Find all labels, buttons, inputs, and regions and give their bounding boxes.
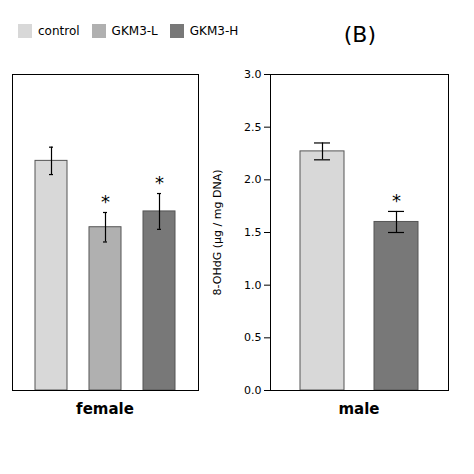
svg-text:3.0: 3.0 <box>244 68 262 81</box>
html-text:female: female <box>76 400 134 418</box>
svg-text:0.0: 0.0 <box>244 384 262 397</box>
svg-text:2.5: 2.5 <box>244 121 262 134</box>
html-text:(B): (B) <box>343 21 376 47</box>
html-text:GKM3-L: GKM3-L <box>111 24 158 38</box>
svg-text:*: * <box>155 172 164 193</box>
svg-text:1.5: 1.5 <box>244 226 262 239</box>
svg-text:1.0: 1.0 <box>244 279 262 292</box>
svg-text:*: * <box>101 191 110 212</box>
svg-text:*: * <box>392 190 401 211</box>
svg-text:0.5: 0.5 <box>244 331 262 344</box>
html-text:control: control <box>38 24 80 38</box>
svg-text:2.0: 2.0 <box>244 173 262 186</box>
html-text:male: male <box>338 400 380 418</box>
svg-text:8-OHdG (μg / mg DNA): 8-OHdG (μg / mg DNA) <box>211 170 224 296</box>
html-text:GKM3-H: GKM3-H <box>189 24 239 38</box>
